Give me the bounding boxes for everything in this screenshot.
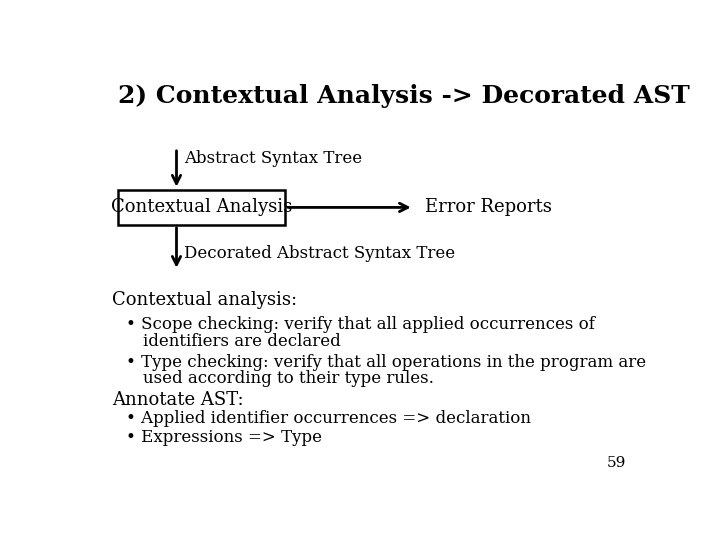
Text: • Expressions => Type: • Expressions => Type xyxy=(126,429,323,446)
Text: Abstract Syntax Tree: Abstract Syntax Tree xyxy=(184,150,362,167)
Text: Error Reports: Error Reports xyxy=(425,198,552,217)
FancyBboxPatch shape xyxy=(118,190,285,225)
Text: • Type checking: verify that all operations in the program are: • Type checking: verify that all operati… xyxy=(126,354,647,371)
Text: • Scope checking: verify that all applied occurrences of: • Scope checking: verify that all applie… xyxy=(126,316,595,333)
Text: 2) Contextual Analysis -> Decorated AST: 2) Contextual Analysis -> Decorated AST xyxy=(118,84,690,107)
Text: Contextual Analysis: Contextual Analysis xyxy=(111,198,292,216)
Text: used according to their type rules.: used according to their type rules. xyxy=(143,370,434,387)
Text: • Applied identifier occurrences => declaration: • Applied identifier occurrences => decl… xyxy=(126,410,531,427)
Text: identifiers are declared: identifiers are declared xyxy=(143,333,341,350)
Text: Annotate AST:: Annotate AST: xyxy=(112,391,244,409)
Text: 59: 59 xyxy=(606,456,626,470)
Text: Decorated Abstract Syntax Tree: Decorated Abstract Syntax Tree xyxy=(184,246,455,262)
Text: Contextual analysis:: Contextual analysis: xyxy=(112,292,297,309)
